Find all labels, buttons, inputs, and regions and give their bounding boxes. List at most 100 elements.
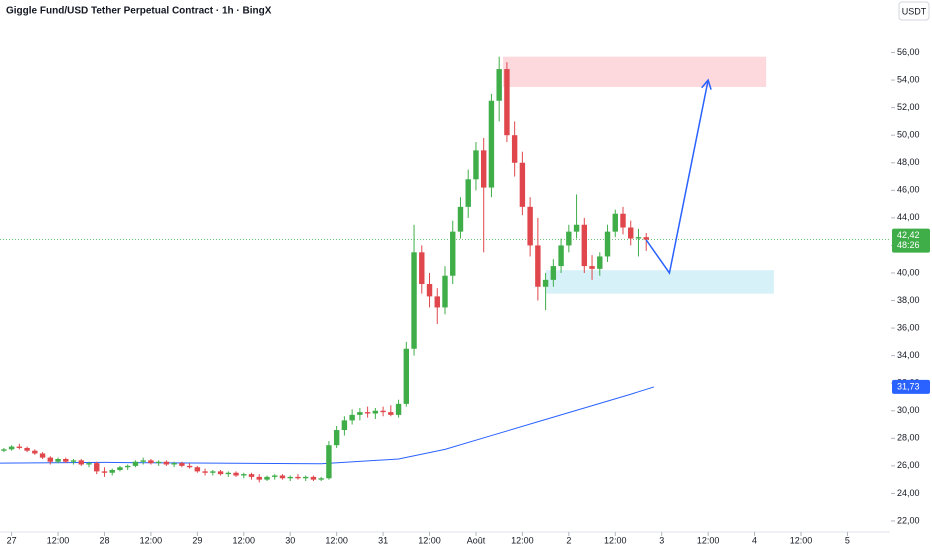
candle-body (620, 213, 626, 228)
candle-body (310, 476, 317, 480)
zone (545, 270, 774, 294)
candle-body (264, 476, 270, 480)
candle-body (24, 447, 30, 451)
y-tick-label: 36,00 (897, 322, 920, 332)
y-tick-label: 26,00 (897, 460, 920, 470)
x-tick-label: 12:00 (140, 535, 163, 545)
candle-body (504, 69, 510, 136)
candle-body (101, 471, 108, 473)
candle-body (109, 470, 115, 473)
candle-body (1, 449, 7, 451)
candle-body (326, 445, 332, 479)
candle-body (248, 474, 255, 477)
candle-body (63, 458, 69, 462)
candle-body (47, 457, 54, 462)
candle-body (535, 245, 541, 287)
candle-body (8, 446, 15, 450)
candle-body (179, 463, 185, 466)
y-tick-label: 22,00 (897, 515, 920, 525)
candle-body (287, 476, 293, 479)
currency-label: USDT (902, 6, 927, 16)
x-tick-label: Août (467, 535, 486, 545)
x-tick-label: 5 (845, 535, 850, 545)
candle-body (550, 266, 557, 280)
zone (503, 56, 767, 87)
x-tick-label: 30 (285, 535, 295, 545)
candle-body (32, 450, 38, 454)
y-tick-label: 40,00 (897, 267, 920, 277)
y-tick-label: 28,00 (897, 433, 920, 443)
candle-body (186, 465, 193, 468)
candle-body (511, 135, 518, 163)
candle-body (573, 224, 580, 232)
candle-body (388, 412, 394, 415)
candle-body (295, 476, 301, 479)
last-price-badge (892, 228, 930, 253)
candle-body (349, 414, 355, 421)
candle-body (318, 478, 324, 480)
candle-body (604, 231, 611, 257)
candle-body (357, 412, 363, 415)
projection-arrowhead (701, 78, 712, 90)
candle-body (542, 279, 549, 287)
last-price-label: 42,42 (897, 230, 920, 240)
x-tick-label: 12:00 (604, 535, 627, 545)
candle-body (86, 463, 92, 465)
candle-body (163, 461, 170, 465)
candle-body (635, 237, 642, 239)
y-tick-label: 54,00 (897, 74, 920, 84)
x-tick-label: 27 (7, 535, 17, 545)
chart-title: Giggle Fund/USD Tether Perpetual Contrac… (6, 6, 272, 17)
candle-body (457, 206, 464, 232)
candle-body (419, 252, 425, 284)
candle-body (241, 474, 247, 476)
candle-body (527, 206, 533, 246)
candle-body (16, 446, 23, 448)
candle-body (341, 420, 348, 431)
x-tick-label: 12:00 (790, 535, 813, 545)
candle-body (450, 231, 456, 276)
y-tick-label: 30,00 (897, 405, 920, 415)
candle-body (643, 237, 649, 240)
candle-body (411, 252, 417, 349)
candle-body (132, 461, 139, 466)
candle-body (364, 412, 371, 414)
candle-body (217, 471, 224, 475)
y-tick-label: 52,00 (897, 102, 920, 112)
candle-body (395, 403, 402, 415)
y-tick-label: 48,00 (897, 157, 920, 167)
candle-body (55, 458, 61, 462)
candle-body (589, 266, 595, 269)
x-tick-label: 12:00 (47, 535, 70, 545)
candle-body (225, 472, 232, 475)
candle-body (597, 256, 603, 269)
y-tick-label: 46,00 (897, 185, 920, 195)
candle-body (148, 460, 154, 464)
candle-body (202, 471, 208, 473)
projection-line (645, 79, 709, 275)
x-tick-label: 12:00 (233, 535, 256, 545)
candle-body (403, 348, 410, 404)
candle-body (302, 476, 309, 479)
x-tick-label: 31 (378, 535, 388, 545)
candle-body (171, 463, 177, 465)
ma-badge (892, 379, 930, 394)
x-tick-label: 12:00 (511, 535, 534, 545)
candle-body (70, 460, 77, 462)
candle-body (279, 475, 286, 479)
candle-body (372, 410, 379, 414)
y-tick-label: 56,00 (897, 47, 920, 57)
x-tick-label: 3 (659, 535, 664, 545)
candle-body (488, 100, 495, 188)
candle-body (210, 471, 216, 473)
candle-body (233, 472, 239, 476)
candle-body (333, 430, 340, 446)
candle-body (78, 460, 84, 465)
candle-body (124, 465, 131, 468)
candle-body (39, 453, 46, 458)
y-tick-label: 24,00 (897, 488, 920, 498)
candle-body (194, 467, 201, 472)
candle-body (558, 245, 564, 267)
candle-body (473, 150, 479, 180)
